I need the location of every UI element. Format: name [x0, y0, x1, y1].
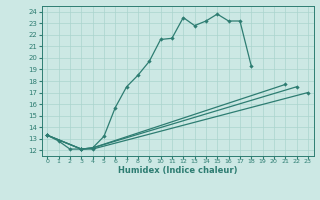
X-axis label: Humidex (Indice chaleur): Humidex (Indice chaleur) [118, 166, 237, 175]
